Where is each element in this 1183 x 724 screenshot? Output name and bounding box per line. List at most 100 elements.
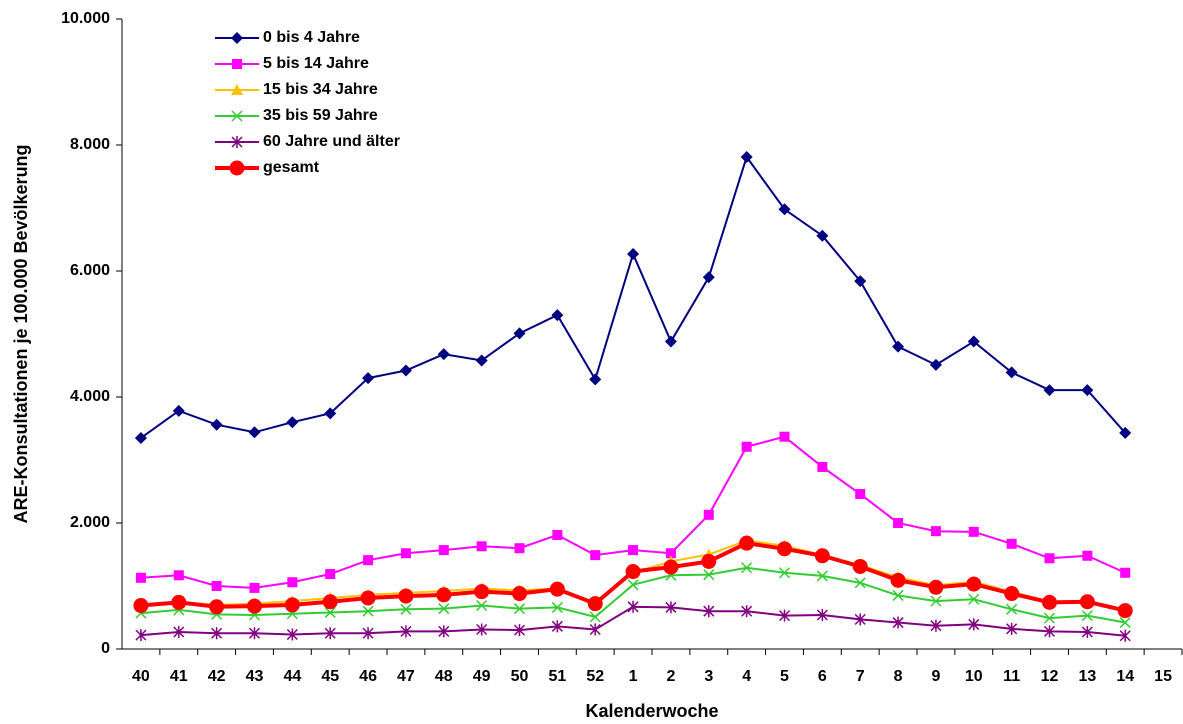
marker — [627, 247, 640, 260]
marker — [968, 593, 980, 605]
x-tick-label: 6 — [818, 668, 827, 685]
marker — [664, 335, 677, 348]
marker — [703, 509, 714, 520]
marker — [1044, 553, 1055, 564]
marker — [286, 416, 299, 429]
marker — [248, 426, 261, 439]
marker — [172, 404, 185, 417]
y-tick-label: 8.000 — [70, 136, 110, 153]
marker — [817, 461, 828, 472]
legend-label: 5 bis 14 Jahre — [263, 55, 369, 72]
marker — [1043, 625, 1056, 638]
x-tick-label: 13 — [1078, 668, 1096, 685]
x-tick-label: 4 — [742, 668, 751, 685]
marker — [627, 600, 639, 613]
legend-marker — [229, 160, 245, 176]
x-tick-label: 49 — [473, 668, 491, 685]
legend-label: 15 bis 34 Jahre — [263, 81, 378, 98]
marker — [134, 431, 147, 444]
marker — [362, 605, 374, 617]
marker — [287, 577, 298, 588]
marker — [247, 598, 262, 614]
marker — [1119, 629, 1131, 642]
marker — [703, 569, 715, 581]
x-tick-label: 50 — [511, 668, 529, 685]
x-tick-label: 9 — [931, 668, 940, 685]
marker — [475, 354, 488, 367]
y-axis-title: ARE-Konsultationen je 100.000 Bevölkerun… — [11, 144, 31, 523]
marker — [816, 608, 828, 621]
marker — [967, 335, 980, 348]
marker — [436, 587, 452, 603]
marker — [589, 611, 601, 623]
marker — [930, 595, 942, 607]
x-tick-label: 46 — [359, 668, 377, 685]
marker — [400, 625, 412, 638]
x-tick-label: 1 — [629, 668, 638, 685]
marker — [590, 550, 601, 561]
x-tick-label: 48 — [435, 668, 453, 685]
marker — [135, 572, 146, 583]
marker — [438, 545, 449, 556]
marker — [741, 562, 753, 574]
x-tick-label: 44 — [283, 668, 301, 685]
marker — [701, 553, 717, 569]
marker — [211, 627, 223, 640]
x-tick-label: 3 — [704, 668, 713, 685]
marker — [741, 441, 752, 452]
marker — [587, 596, 603, 612]
y-tick-label: 4.000 — [70, 388, 110, 405]
marker — [363, 555, 374, 566]
marker — [1117, 603, 1133, 619]
marker — [171, 594, 187, 610]
y-tick-label: 2.000 — [70, 514, 110, 531]
x-tick-label: 41 — [170, 668, 188, 685]
marker — [892, 340, 905, 353]
marker — [589, 623, 601, 636]
legend-marker — [231, 32, 243, 44]
marker — [703, 605, 715, 618]
x-tick-label: 2 — [666, 668, 675, 685]
marker — [741, 605, 753, 618]
marker — [1119, 426, 1132, 439]
x-axis-title: Kalenderwoche — [585, 701, 718, 721]
marker — [513, 603, 526, 615]
marker — [249, 582, 260, 593]
marker — [928, 579, 944, 595]
marker — [135, 629, 147, 642]
legend-marker — [231, 136, 243, 148]
marker — [474, 584, 490, 600]
marker — [816, 229, 829, 242]
x-tick-label: 51 — [548, 668, 566, 685]
marker — [286, 628, 298, 641]
marker — [893, 518, 904, 528]
marker — [514, 543, 525, 554]
marker — [476, 623, 488, 636]
marker — [512, 586, 527, 602]
x-tick-label: 10 — [965, 668, 983, 685]
x-tick-label: 42 — [208, 668, 226, 685]
marker — [1120, 567, 1131, 578]
marker — [362, 627, 374, 640]
marker — [513, 624, 526, 637]
legend-label: gesamt — [263, 159, 320, 176]
marker — [322, 594, 338, 610]
marker — [284, 597, 300, 613]
x-tick-label: 43 — [246, 668, 264, 685]
legend-label: 0 bis 4 Jahre — [263, 29, 360, 46]
marker — [930, 526, 941, 537]
marker — [552, 529, 563, 540]
marker — [476, 541, 487, 552]
x-tick-label: 8 — [894, 668, 903, 685]
marker — [549, 581, 565, 597]
marker — [1042, 594, 1057, 610]
marker — [1006, 603, 1018, 615]
marker — [665, 601, 677, 614]
marker — [628, 545, 639, 556]
x-tick-label: 7 — [856, 668, 865, 685]
marker — [778, 203, 791, 216]
marker — [816, 570, 828, 582]
marker — [210, 418, 223, 431]
marker — [665, 548, 676, 559]
marker — [855, 489, 866, 500]
